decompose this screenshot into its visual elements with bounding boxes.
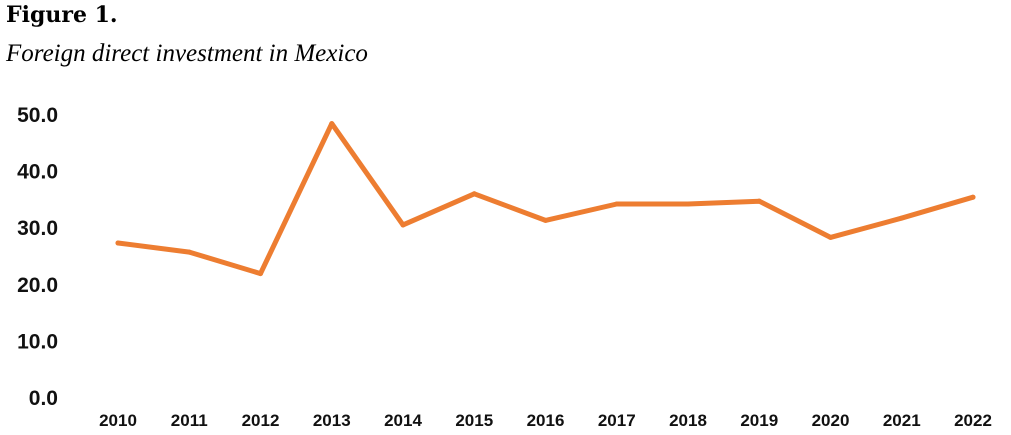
y-tick-label: 20.0 — [17, 274, 58, 297]
series-layer — [115, 121, 976, 277]
series-line — [115, 121, 976, 277]
data-point — [970, 194, 976, 200]
data-point — [186, 249, 192, 255]
y-tick-label: 40.0 — [17, 161, 58, 184]
data-point — [756, 198, 762, 204]
x-tick-label: 2022 — [954, 411, 992, 430]
x-tick-label: 2016 — [527, 411, 565, 430]
y-tick-label: 50.0 — [17, 104, 58, 127]
data-point — [828, 234, 833, 240]
data-point — [400, 222, 406, 228]
y-tick-label: 30.0 — [17, 217, 58, 240]
data-point — [685, 201, 691, 207]
data-point — [543, 217, 548, 223]
y-axis-ticks: 0.0 10.0 20.0 30.0 40.0 50.0 — [17, 104, 58, 410]
figure-title: Foreign direct investment in Mexico — [6, 40, 368, 67]
x-tick-label: 2010 — [99, 411, 137, 430]
x-tick-label: 2013 — [313, 411, 351, 430]
data-point — [329, 121, 335, 127]
x-tick-label: 2015 — [455, 411, 493, 430]
y-tick-label: 10.0 — [17, 330, 58, 353]
x-tick-label: 2020 — [812, 411, 850, 430]
figure-label: Figure 1. — [6, 2, 118, 28]
x-tick-label: 2018 — [669, 411, 707, 430]
data-point — [258, 271, 263, 277]
data-point — [614, 201, 620, 207]
x-tick-label: 2019 — [740, 411, 778, 430]
x-tick-label: 2017 — [598, 411, 636, 430]
y-tick-label: 0.0 — [29, 387, 58, 410]
x-axis-ticks: 2010 2011 2012 2013 2014 2015 2016 2017 2018 2019… — [99, 411, 992, 430]
data-point — [471, 191, 477, 197]
x-tick-label: 2011 — [171, 411, 208, 430]
data-point — [115, 240, 121, 246]
data-point — [899, 215, 905, 221]
x-tick-label: 2021 — [883, 411, 921, 430]
x-tick-label: 2012 — [242, 411, 280, 430]
x-tick-label: 2014 — [384, 411, 422, 430]
